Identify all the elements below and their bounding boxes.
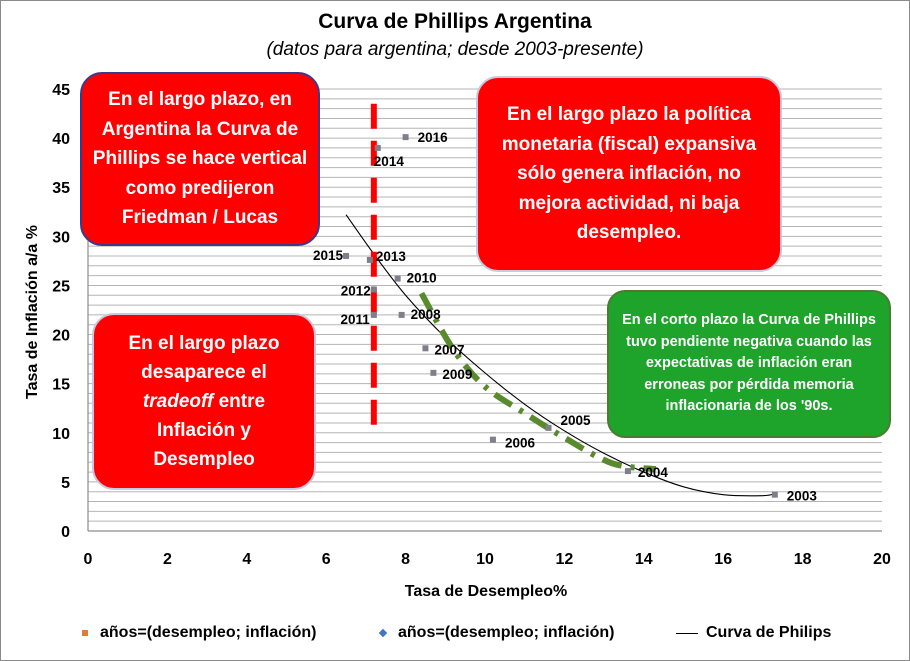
point-labels: 2003 2004 2005 2006 2007 2008 2009 2010 2011 2012… [313,130,817,504]
phillips-curve [345,214,775,497]
annotation-text: En el largo plazo desaparece el tradeoff… [106,329,302,474]
point-label-2010: 2010 [407,271,437,286]
tradeoff-annotation: En el largo plazo desaparece el tradeoff… [92,313,316,490]
annotation-text-part: En el largo plazo desaparece el [128,333,280,383]
y-tick-label: 25 [52,278,70,295]
point-label-2011: 2011 [341,312,371,327]
data-point-2013 [366,256,373,263]
data-point-2012 [370,286,377,293]
y-tick-label: 35 [52,180,70,197]
data-point-2016 [402,134,409,141]
point-label-2008: 2008 [411,307,442,322]
x-tick-label: 12 [556,551,574,568]
legend: años=(desempleo; inflación) años=(desemp… [0,624,910,646]
annotation-text: En el corto plazo la Curva de Phillips t… [622,312,876,415]
x-tick-label: 0 [84,551,93,568]
x-tick-label: 4 [242,551,251,568]
y-tick-label: 5 [61,475,70,492]
x-tick-label: 20 [873,551,891,568]
annotation-italic: tradeoff [142,391,214,412]
y-tick-label: 15 [52,377,70,394]
data-point-2011 [370,311,377,318]
data-point-2014 [374,144,381,151]
data-point-2010 [394,275,401,282]
legend-item-line: Curva de Philips [676,624,831,642]
y-axis-label: Tasa de Inflación a/a % [24,225,41,399]
x-tick-label: 18 [794,551,812,568]
annotation-text: En el largo plazo la política monetaria … [501,104,757,244]
point-label-2013: 2013 [376,249,407,264]
chart-title: Curva de Phillips Argentina [318,10,592,33]
phillips-curve-line [345,214,775,497]
x-tick-label: 6 [322,551,331,568]
point-label-2014: 2014 [374,154,405,169]
chart-subtitle: (datos para argentina; desde 2003-presen… [266,39,644,60]
legend-item-diamond: años=(desempleo; inflación) [378,624,615,642]
y-tick-label: 20 [52,328,70,345]
diamond-marker-icon [378,628,388,638]
data-point-2007 [422,345,429,352]
point-label-2003: 2003 [787,489,818,504]
y-tick-label: 40 [52,131,70,148]
data-point-2008 [398,311,405,318]
short-run-annotation: En el corto plazo la Curva de Phillips t… [607,290,891,438]
point-label-2005: 2005 [561,413,592,428]
y-tick-label: 45 [52,82,70,99]
y-tick-label: 0 [61,524,70,541]
x-tick-label: 2 [163,551,172,568]
legend-label: años=(desempleo; inflación) [100,624,317,641]
y-tick-label: 30 [52,229,70,246]
point-label-2007: 2007 [434,342,464,357]
point-label-2006: 2006 [505,436,536,451]
annotation-text-part: entre Inflación y Desempleo [153,391,266,470]
point-label-2009: 2009 [442,367,472,382]
x-axis-label: Tasa de Desempleo% [405,583,567,600]
data-point-2003 [771,491,778,498]
legend-label: años=(desempleo; inflación) [398,624,615,641]
legend-label: Curva de Philips [706,624,832,641]
short-run-trend-line [418,291,657,473]
data-points [343,134,778,498]
x-tick-label: 10 [476,551,494,568]
point-label-2016: 2016 [418,130,449,145]
data-point-2004 [624,468,631,475]
data-point-2006 [489,436,496,443]
y-tick-label: 10 [52,426,70,443]
monetary-policy-annotation: En el largo plazo la política monetaria … [476,76,782,272]
x-tick-label: 16 [714,551,732,568]
x-tick-label: 14 [635,551,653,568]
data-point-2015 [343,252,350,259]
annotation-text: En el largo plazo, en Argentina la Curva… [92,89,308,229]
x-tick-label: 8 [401,551,410,568]
data-point-2005 [545,424,552,431]
data-point-2009 [430,369,437,376]
point-label-2015: 2015 [313,248,344,263]
point-label-2004: 2004 [638,465,669,480]
legend-item-square: años=(desempleo; inflación) [82,624,316,642]
square-marker-icon [82,630,88,636]
line-marker-icon [676,632,698,634]
long-run-vertical-annotation: En el largo plazo, en Argentina la Curva… [80,72,320,246]
point-label-2012: 2012 [341,283,371,298]
annotation-lines [370,103,657,473]
